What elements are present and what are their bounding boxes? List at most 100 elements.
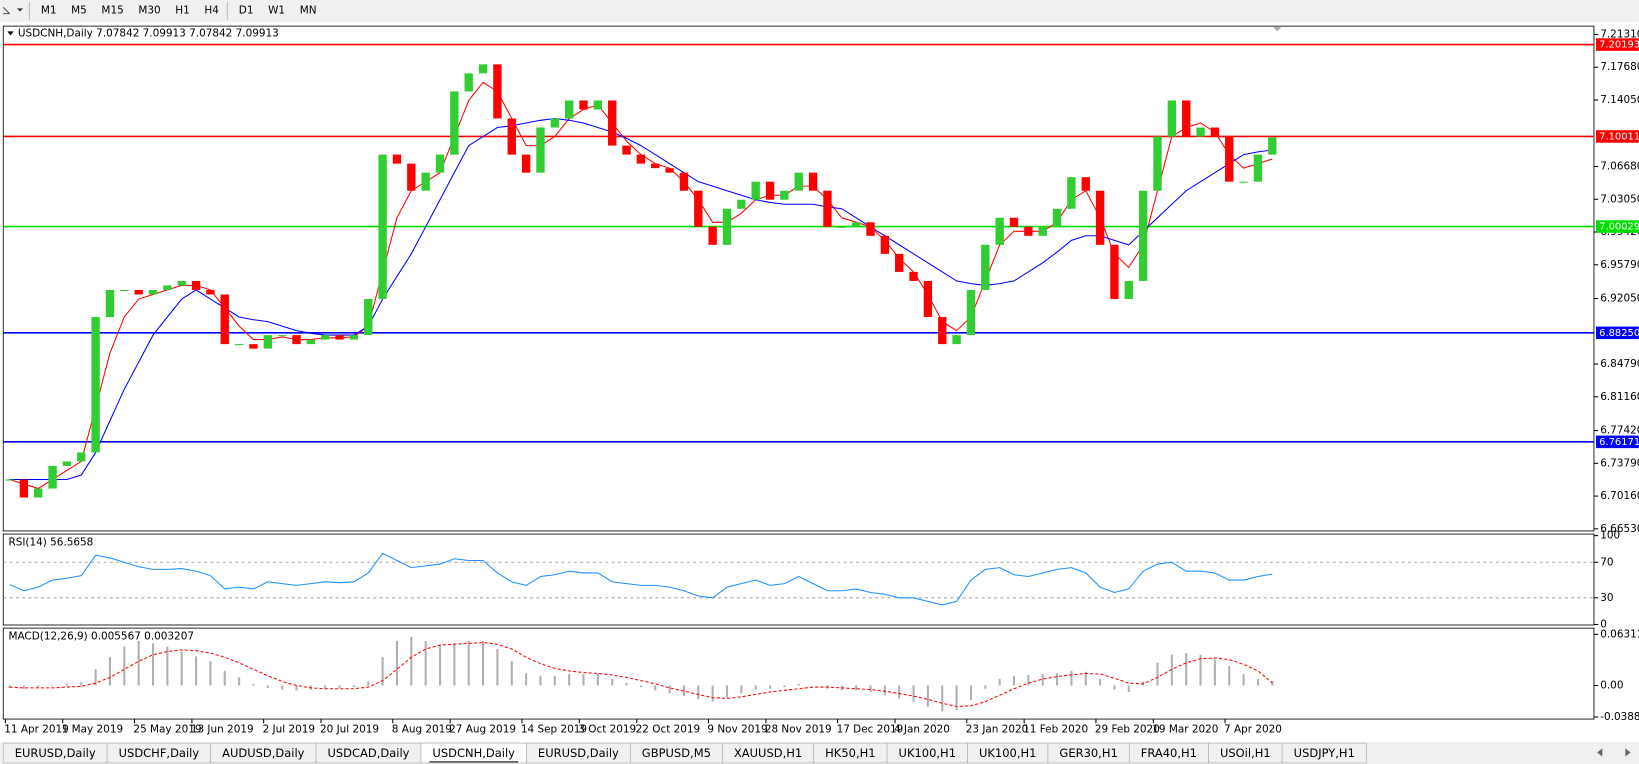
tab-label[interactable]: USDJPY,H1 [1294,746,1355,760]
candle [464,73,473,92]
timeframe-button[interactable]: D1 [239,4,254,16]
candle [306,339,316,345]
tab[interactable]: HK50,H1 [813,742,888,764]
y-tick-label: 6.70160 [1600,490,1639,502]
x-tick-label: 25 May 2019 [133,724,201,736]
tab-label[interactable]: USDCHF,Daily [119,746,200,760]
y-tick-label: 6.95790 [1600,259,1639,271]
x-tick-label: 23 Jan 2020 [966,724,1029,736]
candle [220,294,229,345]
tab[interactable]: USOil,H1 [1208,742,1283,764]
macd-title: MACD(12,26,9) 0.005567 0.003207 [8,630,194,642]
timeframe-button[interactable]: M15 [101,4,123,16]
candle [880,235,890,254]
timeframe-button[interactable]: H4 [204,4,219,16]
candle [407,163,416,191]
x-tick-label: 1 May 2019 [62,724,123,736]
y-tick-label: 70 [1600,556,1613,568]
timeframe-button[interactable]: M5 [71,4,87,16]
candle [765,181,775,200]
candle [966,289,976,336]
ohlc: 7.07842 7.09913 7.07842 7.09913 [96,27,279,39]
tab-label[interactable]: GBPUSD,M5 [642,746,711,760]
timeframe-button[interactable]: W1 [268,4,285,16]
dropdown-arrow[interactable] [16,8,24,12]
candle [450,91,459,155]
tab[interactable]: USDCNH,Daily [420,742,527,764]
timeframe-button[interactable]: MN [300,4,317,16]
tab[interactable]: USDCHF,Daily [106,742,211,764]
candle [349,335,359,340]
y-tick-label: 0 [1600,618,1607,630]
tab-label[interactable]: USOil,H1 [1220,746,1271,760]
tab-label[interactable]: UK100,H1 [899,746,956,760]
candle [866,222,875,236]
candle [378,154,387,299]
candle [1225,136,1234,182]
tab-scroll-left[interactable] [1597,748,1603,757]
candle [651,163,660,169]
y-tick-label: 7.21310 [1600,28,1639,40]
tab[interactable]: XAUUSD,H1 [722,742,815,764]
moving-average [9,117,1273,481]
tab-scroll-right[interactable] [1625,748,1631,757]
candle [622,145,631,155]
candle [478,64,488,74]
tab-label[interactable]: HK50,H1 [825,746,875,760]
tab[interactable]: GBPUSD,M5 [630,742,723,764]
tab[interactable]: UK100,H1 [967,742,1049,764]
candle [851,222,861,227]
tab[interactable]: USDJPY,H1 [1281,742,1367,764]
candle [148,289,158,295]
tab-label[interactable]: EURUSD,Daily [15,746,96,760]
tab[interactable]: UK100,H1 [886,742,968,764]
candle [593,100,603,110]
tab-label[interactable]: XAUUSD,H1 [734,746,802,760]
toolbar [0,0,1639,22]
x-tick-label: 29 Feb 2020 [1095,724,1160,736]
y-tick-label: 6.73790 [1600,457,1639,469]
tab[interactable]: GER30,H1 [1047,742,1130,764]
candle [1167,100,1177,137]
tab-label[interactable]: USDCNH,Daily [432,746,515,760]
tab-label[interactable]: GER30,H1 [1059,746,1117,760]
candle [1210,127,1220,137]
candle [120,289,129,292]
candle [77,452,86,462]
candle [837,226,846,228]
level-label: 6.76171 [1599,437,1639,448]
level-label-bg [1596,435,1639,449]
x-tick-label: 19 Mar 2020 [1152,724,1218,736]
tab-label[interactable]: AUDUSD,Daily [222,746,305,760]
candle [780,190,789,200]
candle [895,253,904,272]
y-tick-label: -0.038872 [1600,711,1639,723]
tab-label[interactable]: FRA40,H1 [1141,746,1197,760]
candle [105,289,115,318]
tab[interactable]: EURUSD,Daily [2,742,108,764]
tab-label[interactable]: EURUSD,Daily [538,746,619,760]
y-tick-label: 6.66530 [1600,523,1639,535]
timeframe-button[interactable]: M1 [41,4,57,16]
candle [1239,181,1248,183]
tab-label[interactable]: USDCAD,Daily [327,746,409,760]
rsi-line [9,552,1273,606]
timeframe-button[interactable]: M30 [138,4,160,16]
tab-label[interactable]: UK100,H1 [979,746,1036,760]
y-tick-label: 6.77420 [1600,425,1639,437]
tab[interactable]: USDCAD,Daily [315,742,422,764]
candle [722,208,732,245]
tab[interactable]: EURUSD,Daily [526,742,631,764]
x-tick-label: 8 Aug 2019 [392,724,452,736]
level-label: 6.88250 [1599,328,1639,339]
x-tick-label: 13 Jun 2019 [191,724,254,736]
candle [493,64,502,119]
tab[interactable]: FRA40,H1 [1128,742,1209,764]
tab[interactable]: AUDUSD,Daily [210,742,317,764]
y-tick-label: 6.81160 [1600,391,1639,403]
x-tick-label: 20 Jul 2019 [320,724,379,736]
candle [62,461,72,466]
candle [263,335,272,349]
candle [134,289,143,295]
timeframe-button[interactable]: H1 [175,4,190,16]
